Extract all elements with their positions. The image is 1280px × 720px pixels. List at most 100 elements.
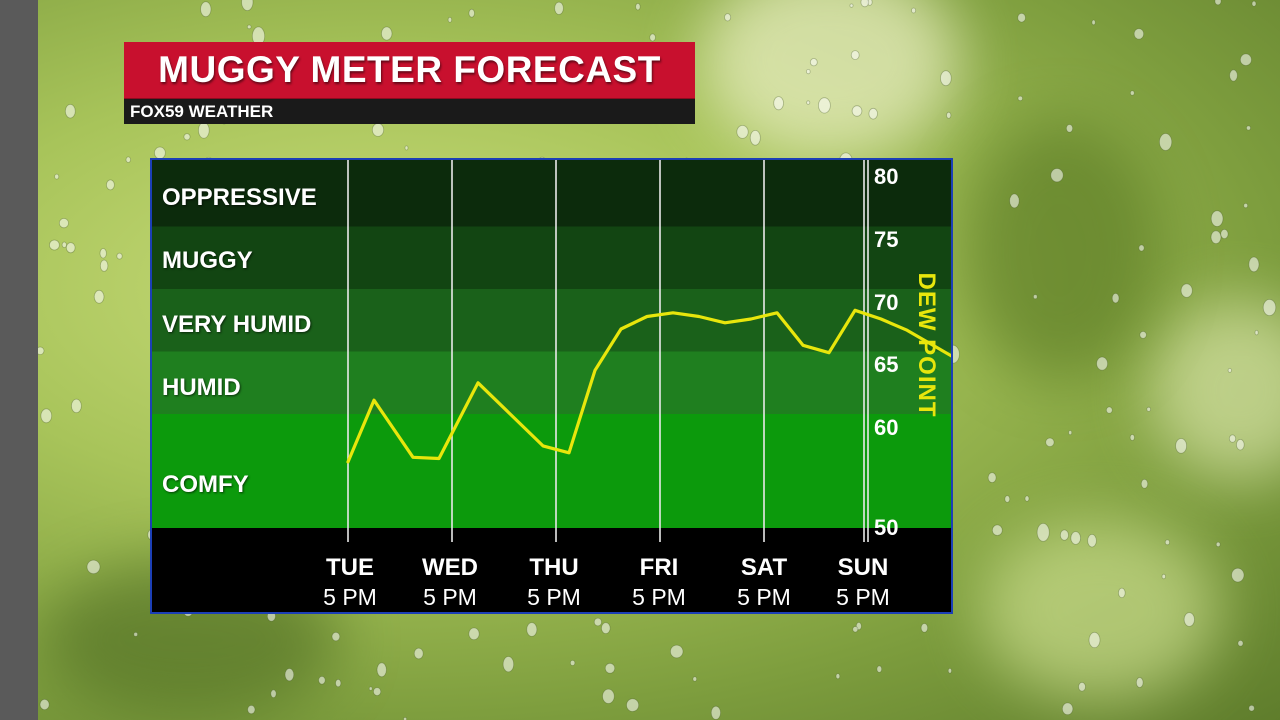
raindrop	[1139, 330, 1147, 339]
station-bar: FOX59 WEATHER	[124, 99, 695, 124]
raindrop	[569, 659, 576, 666]
raindrop	[635, 2, 641, 11]
band-humid	[152, 351, 951, 414]
raindrop	[1024, 495, 1030, 502]
x-day-label-tue: TUE	[326, 554, 374, 581]
y-tick-label: 80	[874, 164, 899, 189]
raindrop	[39, 698, 50, 711]
raindrop	[1237, 639, 1244, 647]
raindrop	[604, 662, 616, 674]
raindrop	[1068, 430, 1073, 436]
band-label-very-humid: VERY HUMID	[162, 311, 312, 338]
x-day-label-thu: THU	[529, 554, 579, 581]
raindrop	[1214, 0, 1222, 6]
raindrop	[1220, 228, 1229, 239]
raindrop	[413, 647, 424, 660]
raindrop	[372, 687, 382, 696]
raindrop	[920, 623, 929, 633]
raindrop	[381, 26, 393, 41]
raindrop	[447, 16, 453, 23]
x-day-label-wed: WED	[422, 554, 478, 581]
x-time-label-thu: 5 PM	[527, 584, 581, 610]
band-label-humid: HUMID	[162, 374, 241, 401]
raindrop	[1180, 283, 1193, 298]
dew-point-chart	[152, 160, 951, 612]
raindrop	[602, 688, 615, 704]
raindrop	[1129, 90, 1135, 96]
raindrop	[335, 678, 342, 688]
band-label-oppressive: OPPRESSIVE	[162, 184, 317, 211]
raindrop	[58, 218, 69, 229]
raindrop	[54, 173, 60, 180]
y-axis-title: DEW POINT	[913, 272, 940, 418]
raindrop	[368, 686, 373, 691]
raindrop	[106, 179, 115, 191]
raindrop	[99, 259, 109, 272]
bokeh-dark	[960, 120, 1160, 380]
x-time-label-tue: 5 PM	[323, 584, 377, 610]
raindrop	[1215, 541, 1221, 548]
x-time-label-sat: 5 PM	[737, 584, 791, 610]
raindrop	[1243, 203, 1249, 209]
raindrop	[404, 145, 409, 151]
x-day-label-sun: SUN	[837, 554, 889, 581]
x-axis-label-area	[152, 542, 951, 612]
raindrop	[502, 656, 515, 673]
dew-point-line	[346, 308, 951, 464]
raindrop	[1017, 95, 1023, 102]
raindrop	[1105, 406, 1113, 414]
raindrop	[554, 1, 564, 15]
bokeh-light	[980, 520, 1220, 700]
raindrop	[125, 156, 131, 163]
x-time-label-fri: 5 PM	[632, 584, 686, 610]
raindrop	[246, 24, 252, 30]
band-very-humid	[152, 289, 951, 352]
raindrop	[1210, 230, 1222, 245]
y-tick-label: 50	[874, 515, 899, 540]
raindrop	[855, 621, 862, 631]
raindrop	[876, 665, 883, 673]
raindrop	[626, 698, 640, 712]
x-time-label-wed: 5 PM	[423, 584, 477, 610]
x-day-label-fri: FRI	[639, 554, 679, 581]
raindrop	[947, 667, 953, 674]
raindrop	[1248, 256, 1260, 273]
raindrop	[1061, 702, 1074, 716]
raindrop	[183, 133, 191, 141]
raindrop	[1133, 28, 1145, 40]
raindrop	[1229, 69, 1238, 82]
raindrop	[835, 673, 841, 680]
raindrop	[692, 676, 698, 682]
x-time-label-sun: 5 PM	[836, 584, 890, 610]
raindrop	[670, 644, 684, 659]
raindrop	[1248, 704, 1255, 712]
x-day-label-sat: SAT	[740, 554, 788, 581]
raindrop	[1091, 19, 1096, 26]
page-title: MUGGY METER FORECAST	[158, 49, 661, 90]
raindrop	[1251, 0, 1257, 7]
bokeh-light	[1150, 300, 1280, 480]
raindrop	[116, 252, 123, 260]
raindrop	[987, 472, 997, 484]
raindrop	[376, 662, 387, 678]
raindrop	[198, 121, 210, 139]
raindrop	[40, 408, 53, 424]
band-label-muggy: MUGGY	[162, 247, 253, 274]
raindrop	[93, 289, 105, 304]
raindrop	[710, 705, 722, 720]
raindrop	[1239, 53, 1252, 66]
band-comfy	[152, 414, 951, 528]
y-tick-label: 75	[874, 227, 899, 252]
band-muggy	[152, 226, 951, 289]
raindrop	[1246, 125, 1252, 131]
raindrop	[1017, 12, 1026, 23]
raindrop	[241, 0, 254, 11]
raindrop	[991, 524, 1003, 536]
raindrop	[1129, 434, 1135, 441]
raindrop	[1045, 437, 1055, 448]
y-tick-label: 60	[874, 415, 899, 440]
raindrop	[1004, 495, 1011, 503]
band-label-comfy: COMFY	[162, 471, 249, 498]
y-tick-label: 65	[874, 352, 899, 377]
raindrop	[526, 622, 538, 637]
